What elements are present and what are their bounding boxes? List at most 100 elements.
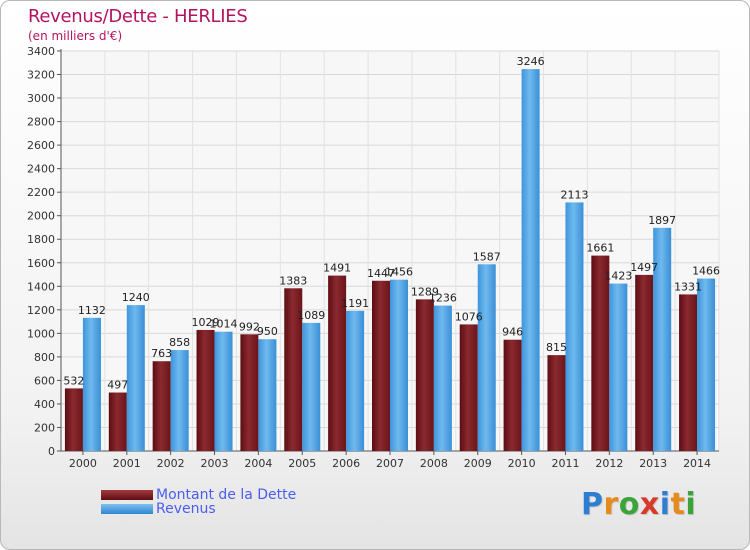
bar-revenus — [170, 350, 189, 451]
y-tick-label: 3200 — [27, 69, 55, 82]
bar-dette — [415, 299, 434, 451]
chart-title: Revenus/Dette - HERLIES — [28, 6, 248, 27]
data-label-revenus: 3246 — [517, 55, 545, 68]
y-tick-label: 3400 — [27, 45, 55, 58]
bar-revenus — [258, 339, 277, 451]
bar-revenus — [477, 264, 496, 451]
data-label-dette: 1383 — [279, 274, 307, 287]
y-tick-label: 2000 — [27, 210, 55, 223]
legend-label-revenus: Revenus — [156, 501, 216, 517]
x-tick-label: 2001 — [113, 457, 141, 470]
data-label-revenus: 1132 — [78, 304, 106, 317]
chart-subtitle: (en milliers d'€) — [28, 29, 123, 43]
x-tick-label: 2003 — [201, 457, 229, 470]
x-tick-label: 2004 — [244, 457, 272, 470]
data-label-revenus: 1014 — [210, 318, 238, 331]
data-label-dette: 1491 — [323, 262, 351, 275]
data-label-revenus: 1466 — [692, 265, 720, 278]
proxiti-logo: Proxiti — [581, 487, 696, 522]
data-label-revenus: 1587 — [473, 250, 501, 263]
y-tick-label: 1000 — [27, 327, 55, 340]
bar-dette — [64, 388, 83, 451]
x-tick-label: 2009 — [464, 457, 492, 470]
data-label-dette: 946 — [502, 326, 523, 339]
data-label-revenus: 1240 — [122, 291, 150, 304]
legend-swatch-dette — [101, 490, 153, 500]
data-label-dette: 1076 — [455, 310, 483, 323]
y-tick-label: 1400 — [27, 280, 55, 293]
data-label-dette: 532 — [63, 374, 84, 387]
data-label-dette: 992 — [239, 320, 260, 333]
x-tick-label: 2008 — [420, 457, 448, 470]
logo-letter: r — [603, 487, 619, 522]
x-tick-label: 2011 — [551, 457, 579, 470]
bar-revenus — [302, 322, 321, 451]
bar-dette — [284, 288, 303, 451]
bar-dette — [152, 361, 171, 451]
data-label-dette: 1497 — [630, 261, 658, 274]
bar-revenus — [609, 283, 628, 451]
bar-revenus — [346, 310, 365, 451]
x-tick-label: 2012 — [595, 457, 623, 470]
logo-letter: P — [581, 487, 604, 522]
bar-dette — [240, 334, 259, 451]
x-tick-label: 2013 — [639, 457, 667, 470]
data-label-dette: 1331 — [674, 280, 702, 293]
data-label-dette: 763 — [151, 347, 172, 360]
bar-revenus — [126, 305, 145, 451]
data-label-revenus: 2113 — [560, 188, 588, 201]
x-tick-label: 2000 — [69, 457, 97, 470]
x-tick-label: 2005 — [288, 457, 316, 470]
bar-dette — [328, 275, 347, 451]
data-label-revenus: 1191 — [341, 297, 369, 310]
bar-revenus — [521, 69, 540, 451]
logo-letter: x — [639, 487, 660, 522]
data-label-revenus: 1236 — [429, 292, 457, 305]
x-tick-label: 2002 — [157, 457, 185, 470]
bar-dette — [547, 355, 566, 451]
bar-dette — [196, 329, 215, 451]
data-label-revenus: 1423 — [604, 270, 632, 283]
bar-dette — [679, 294, 698, 451]
data-label-dette: 1289 — [411, 285, 439, 298]
logo-letter: t — [670, 487, 686, 522]
y-tick-label: 1800 — [27, 233, 55, 246]
bar-revenus — [214, 331, 233, 451]
y-tick-label: 400 — [34, 398, 55, 411]
bar-revenus — [653, 227, 672, 451]
bar-dette — [635, 274, 654, 451]
bar-dette — [459, 324, 478, 451]
logo-letter: i — [659, 487, 671, 522]
x-tick-label: 2007 — [376, 457, 404, 470]
data-label-revenus: 1089 — [297, 309, 325, 322]
x-tick-label: 2014 — [683, 457, 711, 470]
legend-swatch-revenus — [101, 504, 153, 514]
y-tick-label: 1600 — [27, 257, 55, 270]
legend-label-dette: Montant de la Dette — [156, 487, 297, 503]
bar-revenus — [697, 278, 716, 451]
data-label-revenus: 1897 — [648, 214, 676, 227]
data-label-revenus: 858 — [169, 336, 190, 349]
x-tick-label: 2006 — [332, 457, 360, 470]
y-tick-label: 2400 — [27, 163, 55, 176]
y-tick-label: 1200 — [27, 304, 55, 317]
y-tick-label: 800 — [34, 351, 55, 364]
data-label-dette: 1029 — [192, 316, 220, 329]
x-tick-label: 2010 — [508, 457, 536, 470]
data-label-dette: 1661 — [586, 242, 614, 255]
y-tick-label: 2600 — [27, 139, 55, 152]
data-label-dette: 815 — [546, 341, 567, 354]
bar-dette — [108, 392, 127, 451]
bar-revenus — [565, 202, 584, 451]
bar-revenus — [82, 317, 101, 451]
logo-letter: i — [685, 487, 697, 522]
y-tick-label: 3000 — [27, 92, 55, 105]
bar-revenus — [390, 279, 408, 451]
y-tick-label: 2200 — [27, 186, 55, 199]
logo-letter: o — [618, 487, 640, 522]
bar-revenus — [433, 305, 452, 451]
bar-dette — [503, 339, 522, 451]
data-label-dette: 1447 — [367, 267, 395, 280]
